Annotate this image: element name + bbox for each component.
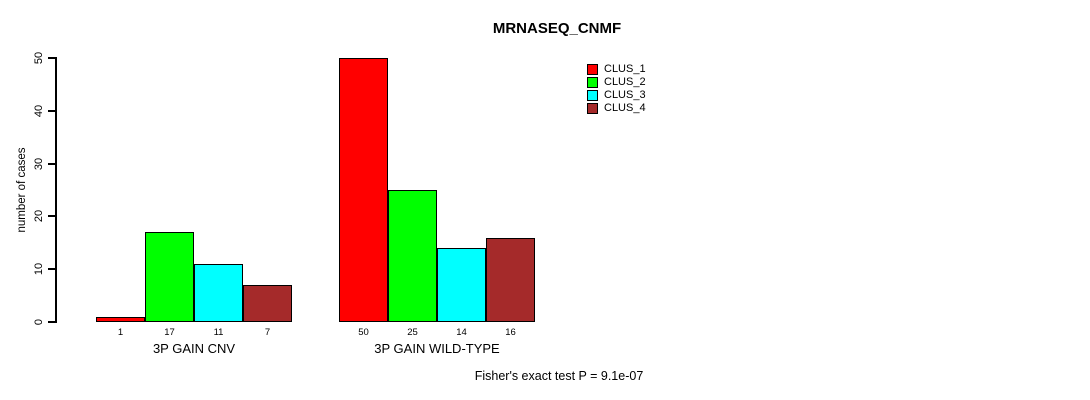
bar-clus_4-2 [486,237,535,322]
bar-clus_4-1 [243,285,292,322]
y-tick-label: 0 [33,318,45,326]
bar-clus_2-1 [145,232,194,322]
y-tick-mark [48,162,56,165]
legend-label: CLUS_3 [604,89,646,101]
y-tick-mark [48,268,56,271]
footer-annotation: Fisher's exact test P = 9.1e-07 [474,369,644,383]
legend-label: CLUS_1 [604,63,646,75]
bar-value-label: 16 [505,327,516,338]
y-tick-label: 20 [33,210,45,223]
bar-value-label: 14 [456,327,467,338]
category-label: 3P GAIN CNV [152,341,236,356]
y-axis-title: number of cases [16,147,28,233]
legend-swatch-clus_2 [587,77,598,88]
y-tick-label: 10 [33,263,45,276]
legend-label: CLUS_4 [604,102,646,114]
legend-swatch-clus_1 [587,64,598,75]
y-tick-mark [48,57,56,59]
bar-clus_1-1 [96,316,145,322]
bar-clus_3-1 [194,263,243,322]
legend-row: CLUS_3 [587,89,646,102]
y-tick-label: 40 [33,104,45,117]
legend-label: CLUS_2 [604,76,646,88]
y-tick-mark [48,215,56,218]
bar-value-label: 25 [407,327,418,338]
legend-swatch-clus_3 [587,90,598,101]
bar-clus_2-2 [388,190,437,322]
chart-title: MRNASEQ_CNMF [492,20,622,37]
legend-row: CLUS_2 [587,76,646,89]
legend-row: CLUS_1 [587,63,646,76]
y-tick-label: 50 [33,51,45,65]
category-label: 3P GAIN WILD-TYPE [374,341,500,356]
bar-value-label: 50 [358,327,369,338]
y-tick-mark [48,321,56,323]
bar-value-label: 1 [117,327,124,338]
bar-value-label: 17 [164,327,175,338]
y-tick-mark [48,109,56,112]
bar-clus_1-2 [339,58,388,322]
legend-row: CLUS_4 [587,102,646,115]
y-tick-label: 30 [33,157,45,170]
bar-value-label: 11 [213,327,224,338]
bar-clus_3-2 [437,248,486,322]
y-axis-line [55,57,57,323]
legend-swatch-clus_4 [587,103,598,114]
legend: CLUS_1 CLUS_2 CLUS_3 CLUS_4 [587,63,646,115]
bar-value-label: 7 [264,327,271,338]
